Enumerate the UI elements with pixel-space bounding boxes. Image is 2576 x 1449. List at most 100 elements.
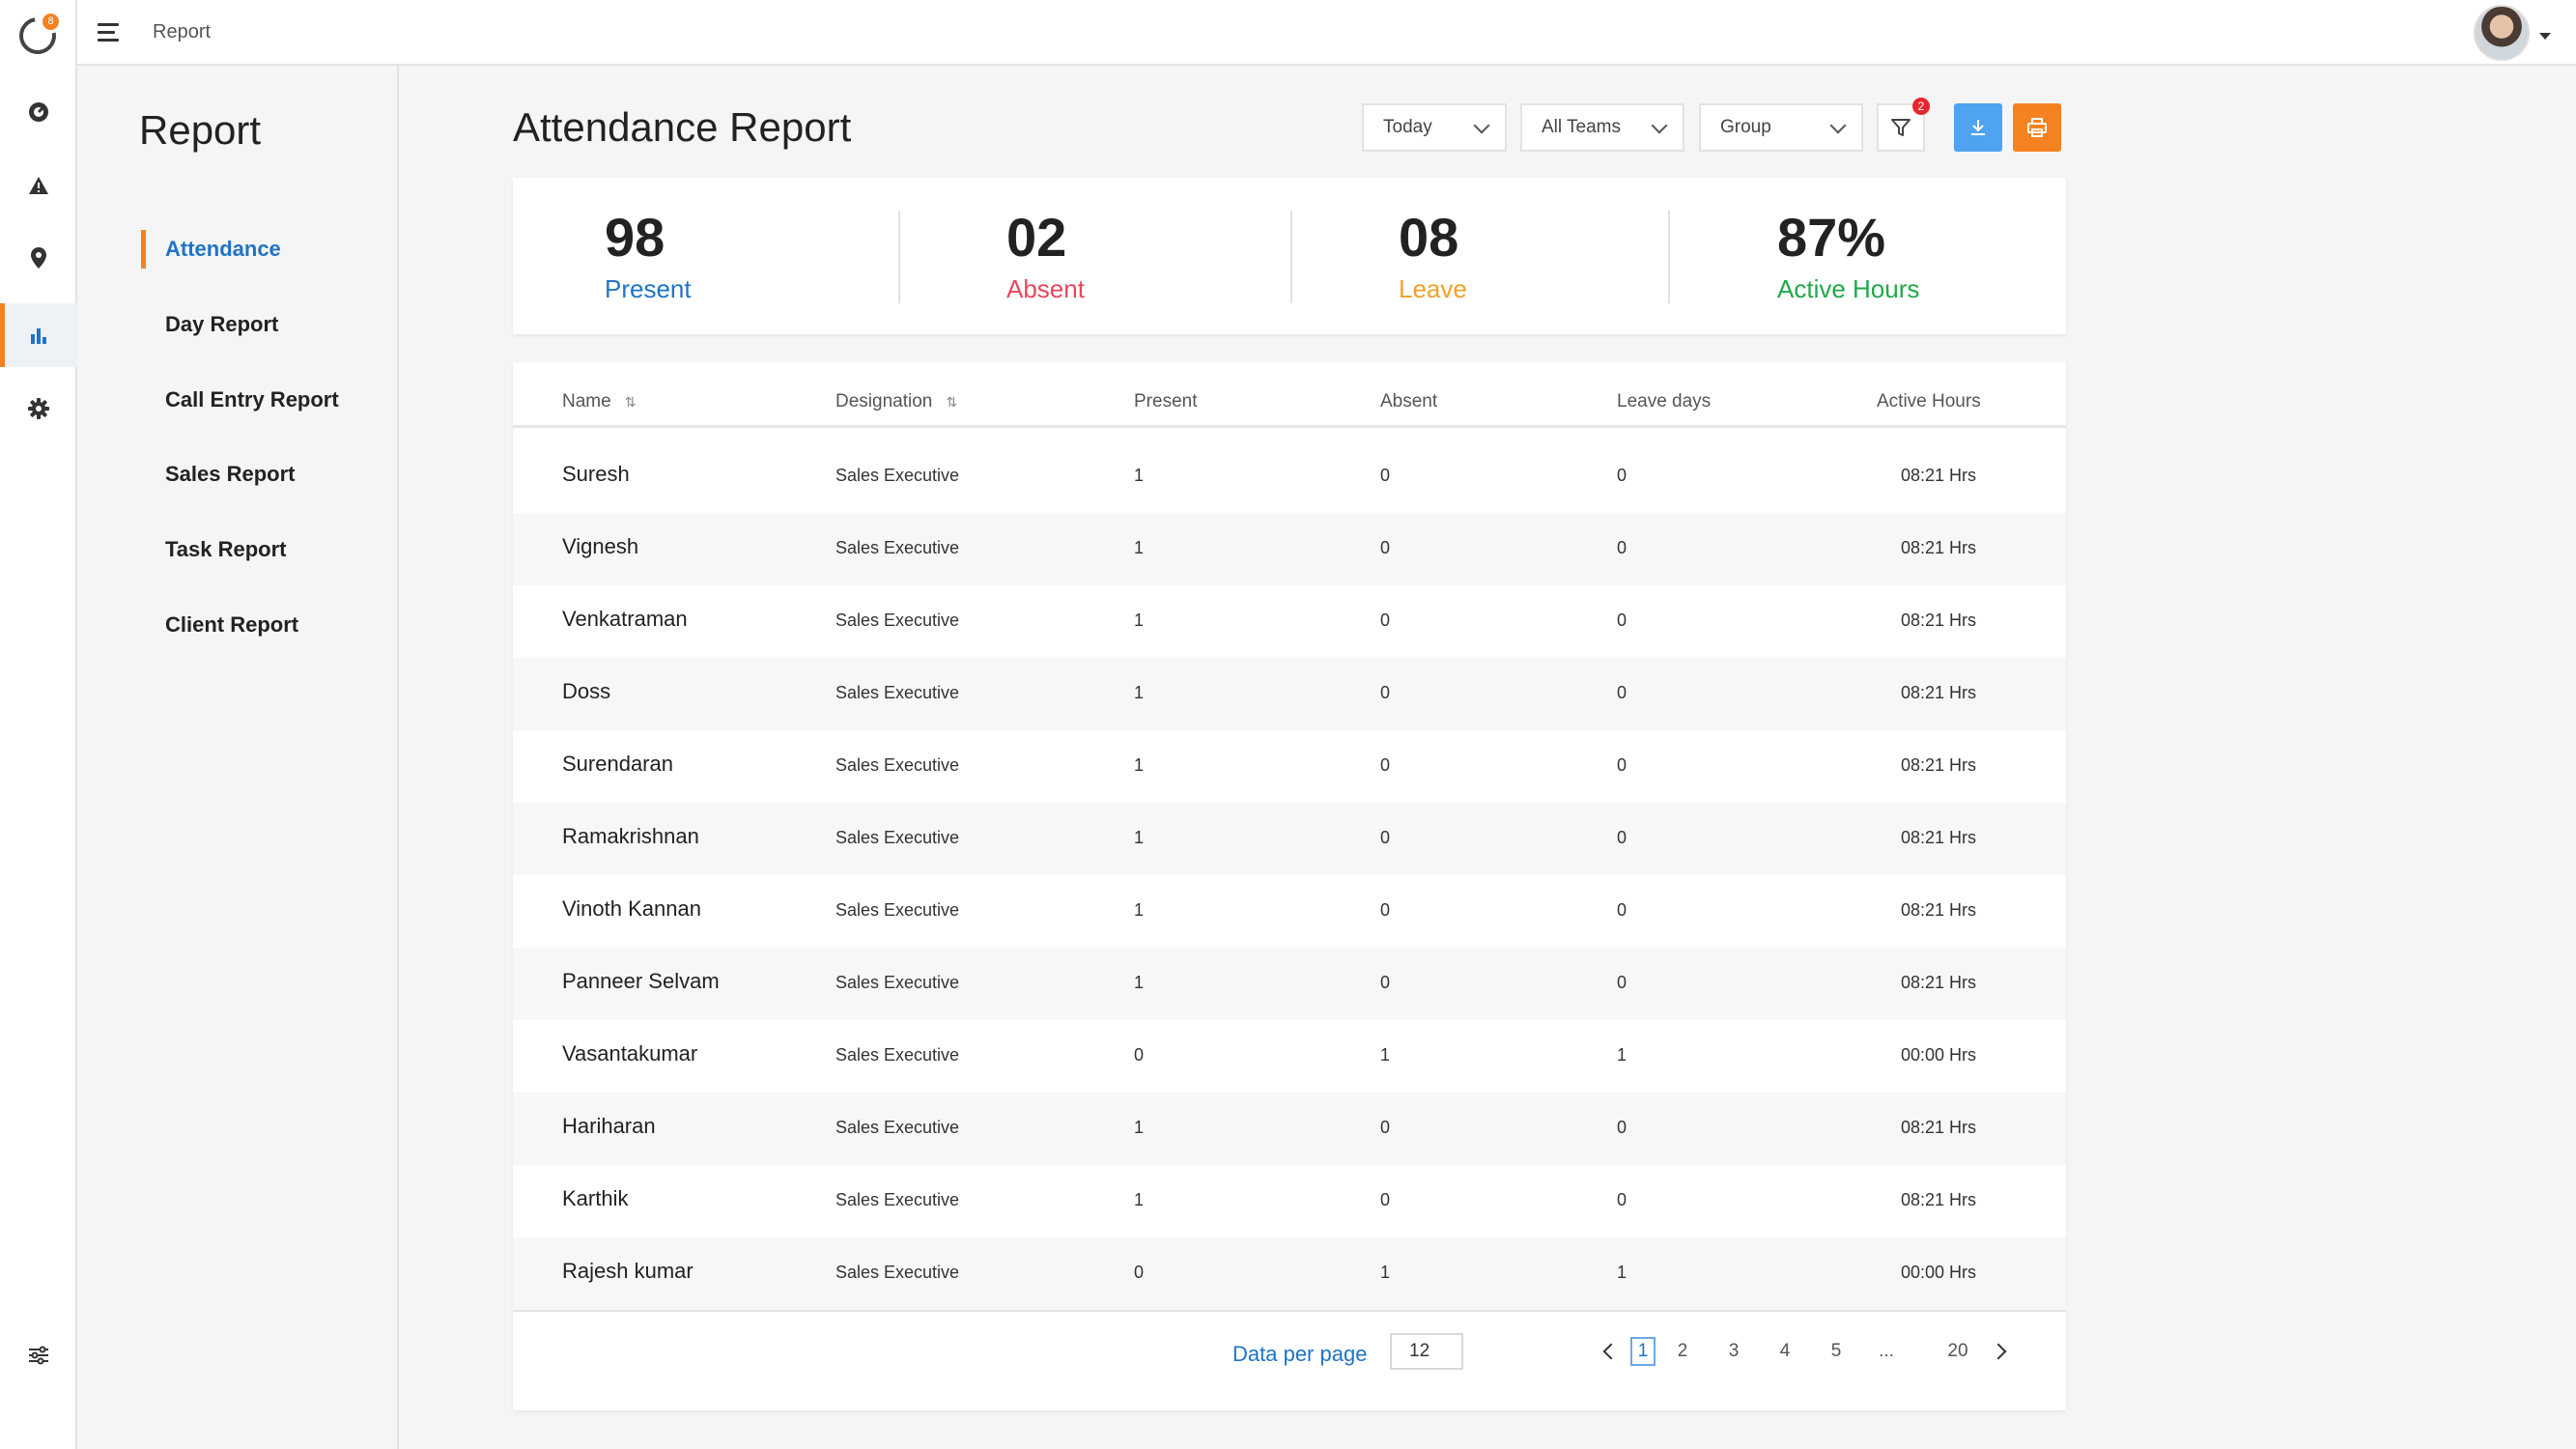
cell-name: Doss bbox=[562, 679, 611, 703]
group-select[interactable]: Group bbox=[1699, 103, 1863, 152]
cell-absent: 0 bbox=[1380, 683, 1391, 702]
cell-designation: Sales Executive bbox=[835, 683, 960, 702]
cell-name: Ramakrishnan bbox=[562, 824, 699, 848]
subnav-item-task-report[interactable]: Task Report bbox=[165, 537, 287, 561]
cell-active-hours: 08:21 Hrs bbox=[1901, 466, 1977, 485]
table-row[interactable]: Rajesh kumar Sales Executive 0 1 1 00:00 Hrs bbox=[513, 1237, 2066, 1310]
rail-alerts[interactable] bbox=[0, 154, 77, 217]
menu-icon[interactable] bbox=[94, 19, 125, 46]
table-row[interactable]: Venkatraman Sales Executive 1 0 0 08:21 Hrs bbox=[513, 585, 2066, 658]
column-header-name[interactable]: Name ⇅ bbox=[562, 391, 636, 412]
download-button[interactable] bbox=[1954, 103, 2002, 152]
subnav-item-client-report[interactable]: Client Report bbox=[165, 612, 299, 637]
cell-designation: Sales Executive bbox=[835, 1118, 960, 1137]
cell-active-hours: 08:21 Hrs bbox=[1901, 755, 1977, 775]
table-row[interactable]: Panneer Selvam Sales Executive 1 0 0 08:21 Hr… bbox=[513, 948, 2066, 1020]
cell-name: Karthik bbox=[562, 1186, 629, 1210]
cell-designation: Sales Executive bbox=[835, 828, 960, 847]
rail-dashboard[interactable] bbox=[0, 80, 77, 144]
print-icon bbox=[2027, 118, 2047, 137]
active-indicator bbox=[141, 230, 146, 269]
bar-chart-icon bbox=[31, 328, 46, 344]
cell-absent: 1 bbox=[1380, 1263, 1391, 1282]
user-avatar[interactable] bbox=[2474, 5, 2530, 61]
print-button[interactable] bbox=[2013, 103, 2061, 152]
subnav-item-sales-report[interactable]: Sales Report bbox=[165, 462, 296, 486]
page-1[interactable]: 1 bbox=[1630, 1337, 1656, 1366]
cell-name: Surendaran bbox=[562, 752, 673, 776]
chevron-right-icon[interactable] bbox=[1990, 1343, 2007, 1360]
table-row[interactable]: Surendaran Sales Executive 1 0 0 08:21 Hrs bbox=[513, 730, 2066, 803]
sort-icon[interactable]: ⇅ bbox=[624, 394, 637, 410]
stat-absent: 02 Absent bbox=[1006, 211, 1085, 304]
table-row[interactable]: Vignesh Sales Executive 1 0 0 08:21 Hrs bbox=[513, 513, 2066, 585]
data-per-page-input[interactable]: 12 bbox=[1390, 1333, 1463, 1370]
cell-leave-days: 0 bbox=[1617, 828, 1628, 847]
stat-label: Present bbox=[605, 274, 692, 303]
table-row[interactable]: Ramakrishnan Sales Executive 1 0 0 08:21 Hrs bbox=[513, 803, 2066, 875]
chevron-left-icon[interactable] bbox=[1602, 1343, 1620, 1360]
rail-preferences[interactable] bbox=[0, 1323, 77, 1387]
location-pin-icon bbox=[31, 247, 46, 269]
cell-active-hours: 08:21 Hrs bbox=[1901, 683, 1977, 702]
filter-icon bbox=[1891, 119, 1911, 136]
table-row[interactable]: Vinoth Kannan Sales Executive 1 0 0 08:21 Hrs bbox=[513, 875, 2066, 948]
cell-leave-days: 0 bbox=[1617, 755, 1628, 775]
stat-label: Absent bbox=[1006, 274, 1085, 303]
cell-present: 0 bbox=[1134, 1263, 1145, 1282]
page-5[interactable]: 5 bbox=[1830, 1341, 1842, 1361]
cell-active-hours: 00:00 Hrs bbox=[1901, 1045, 1977, 1065]
column-header-leave-days: Leave days bbox=[1617, 391, 1712, 412]
teams-select-value: All Teams bbox=[1542, 117, 1622, 137]
table-row[interactable]: Suresh Sales Executive 1 0 0 08:21 Hrs bbox=[513, 440, 2066, 513]
cell-active-hours: 08:21 Hrs bbox=[1901, 973, 1977, 992]
table-row[interactable]: Doss Sales Executive 1 0 0 08:21 Hrs bbox=[513, 658, 2066, 730]
table-row[interactable]: Karthik Sales Executive 1 0 0 08:21 Hrs bbox=[513, 1165, 2066, 1237]
cell-active-hours: 08:21 Hrs bbox=[1901, 538, 1977, 557]
subnav-item-day-report[interactable]: Day Report bbox=[165, 312, 279, 336]
column-header-label: Name bbox=[562, 391, 611, 412]
rail-settings[interactable] bbox=[0, 377, 77, 440]
page-ellipsis: ... bbox=[1879, 1341, 1894, 1361]
cell-name: Vignesh bbox=[562, 534, 639, 558]
cell-name: Venkatraman bbox=[562, 607, 688, 631]
teams-select[interactable]: All Teams bbox=[1520, 103, 1684, 152]
rail-location[interactable] bbox=[0, 226, 77, 290]
sliders-icon bbox=[29, 1346, 48, 1365]
chevron-down-icon bbox=[1473, 117, 1490, 134]
page-title: Attendance Report bbox=[513, 104, 852, 150]
cell-present: 1 bbox=[1134, 1190, 1145, 1209]
filter-count-badge: 2 bbox=[1912, 98, 1930, 115]
page-3[interactable]: 3 bbox=[1728, 1341, 1740, 1361]
download-icon bbox=[1971, 120, 1985, 135]
subnav-item-call-entry-report[interactable]: Call Entry Report bbox=[165, 387, 339, 412]
cell-leave-days: 0 bbox=[1617, 1190, 1628, 1209]
column-header-present: Present bbox=[1134, 391, 1198, 412]
attendance-table: Name ⇅ Designation ⇅ Present Absent Leave … bbox=[513, 362, 2066, 1410]
cell-present: 1 bbox=[1134, 973, 1145, 992]
column-header-designation[interactable]: Designation ⇅ bbox=[835, 391, 957, 412]
cell-present: 1 bbox=[1134, 683, 1145, 702]
cell-present: 1 bbox=[1134, 538, 1145, 557]
page-2[interactable]: 2 bbox=[1677, 1341, 1688, 1361]
cell-designation: Sales Executive bbox=[835, 900, 960, 920]
rail-reports[interactable] bbox=[0, 303, 77, 367]
subnav-item-attendance[interactable]: Attendance bbox=[165, 237, 281, 261]
cell-active-hours: 08:21 Hrs bbox=[1901, 900, 1977, 920]
cell-absent: 0 bbox=[1380, 611, 1391, 630]
stat-active-hours: 87% Active Hours bbox=[1777, 211, 1919, 304]
stat-divider bbox=[898, 211, 900, 303]
gear-icon bbox=[28, 398, 49, 419]
page-4[interactable]: 4 bbox=[1779, 1341, 1791, 1361]
report-subnav: Report Attendance Day Report Call Entry … bbox=[77, 66, 399, 1449]
chevron-down-icon bbox=[1651, 117, 1668, 134]
period-select[interactable]: Today bbox=[1362, 103, 1507, 152]
cell-present: 1 bbox=[1134, 755, 1145, 775]
table-row[interactable]: Hariharan Sales Executive 1 0 0 08:21 Hrs bbox=[513, 1093, 2066, 1165]
stat-label: Active Hours bbox=[1777, 274, 1920, 303]
chevron-down-icon[interactable] bbox=[2539, 33, 2551, 40]
sort-icon[interactable]: ⇅ bbox=[946, 394, 958, 410]
cell-name: Vasantakumar bbox=[562, 1041, 698, 1065]
table-row[interactable]: Vasantakumar Sales Executive 0 1 1 00:00 Hrs bbox=[513, 1020, 2066, 1093]
page-20[interactable]: 20 bbox=[1947, 1341, 1968, 1361]
